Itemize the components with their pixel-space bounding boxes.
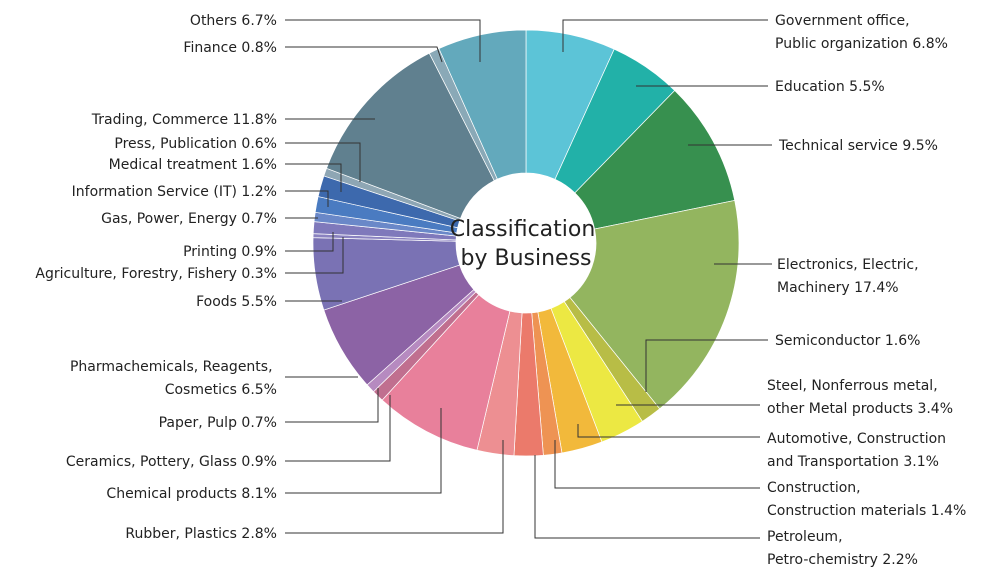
donut-slice	[569, 200, 740, 410]
slice-label: Foods 5.5%	[196, 294, 277, 310]
category-name: Electronics, Electric, Machinery	[777, 257, 923, 296]
donut-slice	[574, 90, 736, 230]
leader-line	[554, 440, 760, 489]
value-label: 0.3%	[241, 266, 277, 282]
category-name: Gas, Power, Energy	[101, 211, 237, 227]
category-name: Printing	[183, 244, 237, 260]
slice-label: Printing 0.9%	[183, 244, 277, 260]
slice-label: Government office, Public organization 6…	[775, 13, 948, 52]
slice-label: Semiconductor 1.6%	[775, 333, 920, 349]
leader-line	[285, 440, 504, 534]
slice-label: Rubber, Plastics 2.8%	[125, 526, 277, 542]
category-name: Pharmachemicals, Reagents, Cosmetics	[70, 359, 277, 398]
leader-line	[285, 395, 391, 462]
category-name: Agriculture, Forestry, Fishery	[35, 266, 237, 282]
value-label: 0.9%	[241, 454, 277, 470]
category-name: Education	[775, 79, 845, 95]
value-label: 11.8%	[233, 112, 277, 128]
donut-slice	[438, 29, 527, 180]
leader-line	[285, 190, 329, 207]
slice-label: Pharmachemicals, Reagents, Cosmetics 6.5…	[70, 359, 277, 398]
value-label: 0.7%	[241, 415, 277, 431]
value-label: 8.1%	[241, 486, 277, 502]
category-name: Technical service	[778, 138, 898, 154]
value-label: 2.8%	[241, 526, 277, 542]
value-label: 0.9%	[241, 244, 277, 260]
category-name: Trading, Commerce	[91, 112, 228, 128]
category-name: Others	[190, 13, 237, 29]
slice-label: Information Service (IT) 1.2%	[72, 184, 277, 200]
leader-line	[645, 339, 768, 392]
slice-label: Automotive, Construction and Transportat…	[767, 431, 950, 470]
category-name: Ceramics, Pottery, Glass	[66, 454, 237, 470]
value-label: 1.2%	[241, 184, 277, 200]
slice-label: Education 5.5%	[775, 79, 885, 95]
value-label: 3.4%	[917, 401, 953, 417]
slice-label: Finance 0.8%	[183, 40, 277, 56]
category-name: Steel, Nonferrous metal, other Metal pro…	[767, 378, 942, 417]
value-label: 5.5%	[849, 79, 885, 95]
category-name: Press, Publication	[114, 136, 237, 152]
leader-line	[285, 388, 379, 423]
leader-line	[285, 237, 344, 274]
slice-label: Medical treatment 1.6%	[109, 157, 277, 173]
donut-slice	[326, 52, 495, 219]
slice-label: Construction, Construction materials 1.4…	[767, 480, 966, 519]
value-label: 0.7%	[241, 211, 277, 227]
slice-label: Steel, Nonferrous metal, other Metal pro…	[767, 378, 953, 417]
category-name: Semiconductor	[775, 333, 881, 349]
slice-label: Electronics, Electric, Machinery 17.4%	[777, 257, 923, 296]
slice-label: Others 6.7%	[190, 13, 277, 29]
category-name: Foods	[196, 294, 237, 310]
slice-label: Ceramics, Pottery, Glass 0.9%	[66, 454, 277, 470]
slice-label: Technical service 9.5%	[778, 138, 938, 154]
value-label: 3.1%	[903, 454, 939, 470]
value-label: 9.5%	[902, 138, 938, 154]
category-name: Rubber, Plastics	[125, 526, 237, 542]
value-label: 0.8%	[241, 40, 277, 56]
slice-label: Trading, Commerce 11.8%	[91, 112, 277, 128]
leader-line	[577, 424, 760, 438]
leader-line	[285, 408, 442, 494]
leader-line	[285, 142, 361, 182]
leader-line	[285, 46, 443, 63]
value-label: 5.5%	[241, 294, 277, 310]
value-label: 1.6%	[885, 333, 921, 349]
category-name: Chemical products	[106, 486, 237, 502]
leader-line	[534, 455, 760, 539]
slice-label: Gas, Power, Energy 0.7%	[101, 211, 277, 227]
slice-label: Agriculture, Forestry, Fishery 0.3%	[35, 266, 277, 282]
category-name: Medical treatment	[109, 157, 238, 173]
value-label: 6.8%	[912, 36, 948, 52]
value-label: 0.6%	[241, 136, 277, 152]
category-name: Paper, Pulp	[159, 415, 238, 431]
value-label: 2.2%	[882, 552, 918, 568]
value-label: 1.4%	[931, 503, 967, 519]
category-name: Automotive, Construction and Transportat…	[767, 431, 950, 470]
leader-line	[285, 19, 481, 62]
value-label: 17.4%	[854, 280, 898, 296]
slice-label: Paper, Pulp 0.7%	[159, 415, 277, 431]
category-name: Information Service (IT)	[72, 184, 237, 200]
category-name: Petroleum, Petro-chemistry	[767, 529, 878, 568]
category-name: Government office, Public organization	[775, 13, 914, 52]
chart-title: Classification by Business	[450, 217, 603, 271]
leader-line	[285, 232, 334, 252]
leader-line	[285, 163, 342, 192]
category-name: Finance	[183, 40, 237, 56]
leader-line	[562, 19, 768, 52]
value-label: 1.6%	[241, 157, 277, 173]
value-label: 6.5%	[241, 382, 277, 398]
value-label: 6.7%	[241, 13, 277, 29]
slice-label: Chemical products 8.1%	[106, 486, 277, 502]
category-name: Construction, Construction materials	[767, 480, 926, 519]
slice-label: Press, Publication 0.6%	[114, 136, 277, 152]
slice-label: Petroleum, Petro-chemistry 2.2%	[767, 529, 918, 568]
